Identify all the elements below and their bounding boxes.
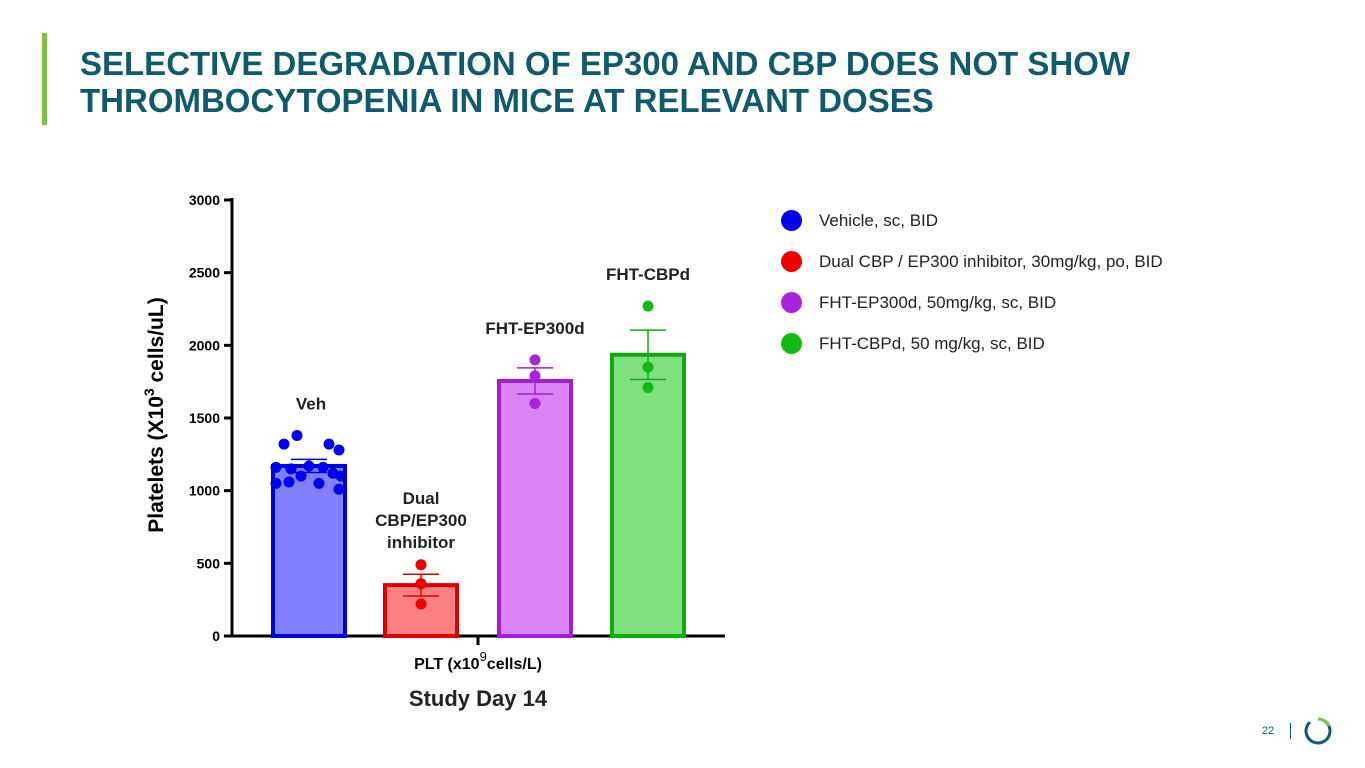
legend-label: FHT-CBPd, 50 mg/kg, sc, BID [819,333,1045,353]
bar-4 [610,352,686,638]
data-point [642,361,654,373]
page-number: 22 [1262,725,1275,737]
data-point [323,438,335,450]
data-point [642,300,654,312]
bar-label-2: inhibitor [387,533,455,552]
y-tick-label: 1000 [189,483,220,499]
data-point [303,460,315,472]
chart-subtitle: Study Day 14 [409,686,548,711]
chart-legend: Vehicle, sc, BID Dual CBP / EP300 inhibi… [781,200,1163,364]
legend-dot-icon [781,210,802,231]
legend-dot-icon [781,333,802,354]
legend-item-dual-inhibitor: Dual CBP / EP300 inhibitor, 30mg/kg, po,… [781,241,1163,282]
legend-dot-icon [781,251,802,272]
data-point [529,370,541,382]
y-tick-label: 500 [197,555,221,571]
data-point [278,438,290,450]
y-tick-label: 0 [212,628,220,644]
title-accent-bar [42,33,47,125]
x-axis-label: PLT (x109cells/L) [414,649,542,673]
bar-label-2: CBP/EP300 [375,511,467,530]
slide-title-line-1: SELECTIVE DEGRADATION OF EP300 AND CBP D… [80,45,1131,82]
company-logo-icon [1304,717,1332,745]
data-point [529,354,541,366]
data-point [317,461,329,473]
data-point [313,477,325,489]
legend-label: Dual CBP / EP300 inhibitor, 30mg/kg, po,… [819,251,1163,271]
y-tick-label: 2000 [189,337,220,353]
slide-title: SELECTIVE DEGRADATION OF EP300 AND CBP D… [80,45,1130,119]
data-point [642,381,654,393]
data-point [283,476,295,488]
y-tick-label: 1500 [189,410,220,426]
data-point [295,470,307,482]
data-point [291,429,303,441]
y-tick-label: 3000 [189,192,220,208]
legend-label: FHT-EP300d, 50mg/kg, sc, BID [819,292,1057,312]
bar-label-4: FHT-CBPd [606,265,690,284]
bar-label-3: FHT-EP300d [485,319,584,338]
y-tick-label: 2500 [189,265,220,281]
data-point [270,477,282,489]
data-point [270,461,282,473]
legend-item-vehicle: Vehicle, sc, BID [781,200,1163,241]
slide-footer: 22 [1262,716,1333,746]
data-point [415,559,427,571]
data-point [333,483,345,495]
slide-title-line-2: THROMBOCYTOPENIA IN MICE AT RELEVANT DOS… [80,82,934,119]
legend-dot-icon [781,292,802,313]
data-point [415,578,427,590]
bar-3 [497,378,573,638]
data-point [285,463,297,475]
bar-label-1: Veh [296,394,326,413]
data-point [333,444,345,456]
data-point [335,470,347,482]
legend-label: Vehicle, sc, BID [819,210,939,230]
bar-label-2: Dual [403,489,440,508]
legend-item-fht-ep300d: FHT-EP300d, 50mg/kg, sc, BID [781,282,1163,323]
legend-item-fht-cbpd: FHT-CBPd, 50 mg/kg, sc, BID [781,323,1163,364]
data-point [415,598,427,610]
data-point [529,397,541,409]
y-axis-label: Platelets (X103 cells/uL) [141,297,168,532]
footer-divider [1290,723,1292,739]
